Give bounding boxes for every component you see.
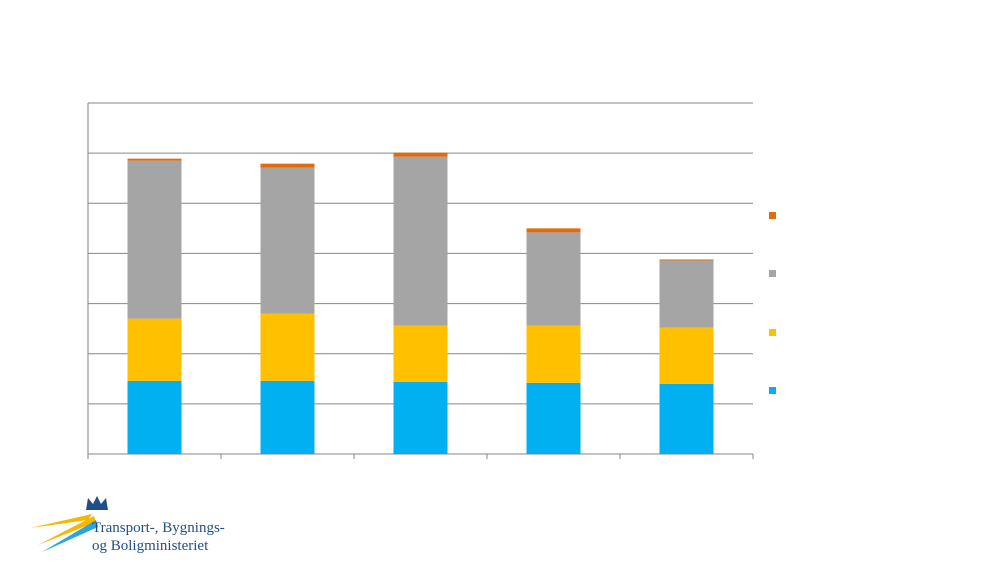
logo-crown	[86, 496, 108, 510]
logo-text: og Boligministeriet	[92, 538, 209, 554]
bar-segment	[659, 327, 714, 384]
bar-segment	[659, 383, 714, 454]
bar-segment	[393, 381, 448, 454]
legend-swatch	[769, 329, 776, 336]
logo-text: Transport-, Bygnings-	[92, 520, 225, 536]
legend-swatch	[769, 212, 776, 219]
bar-segment	[393, 156, 448, 326]
logo-swoosh	[42, 520, 98, 552]
bar-segment	[127, 380, 182, 454]
legend-swatch	[769, 387, 776, 394]
bar-segment	[393, 325, 448, 382]
bar-segment	[393, 152, 448, 157]
bar-segment	[526, 228, 581, 233]
bar-segment	[526, 232, 581, 326]
logo-swoosh	[38, 516, 96, 545]
bar-segment	[526, 325, 581, 383]
legend	[769, 212, 776, 394]
bar-segment	[260, 380, 315, 454]
legend-swatch	[769, 270, 776, 277]
bar-segment	[127, 318, 182, 381]
bar-segment	[127, 158, 182, 161]
logo: Transport-, Bygnings- og Boligministerie…	[30, 496, 225, 554]
logo-swoosh	[30, 514, 92, 528]
bar-segment	[526, 382, 581, 454]
bar-segment	[659, 259, 714, 261]
bar-segment	[260, 167, 315, 314]
bar-segment	[659, 260, 714, 328]
bar-segment	[260, 163, 315, 168]
bar-segment	[260, 313, 315, 381]
bar-segment	[127, 160, 182, 319]
